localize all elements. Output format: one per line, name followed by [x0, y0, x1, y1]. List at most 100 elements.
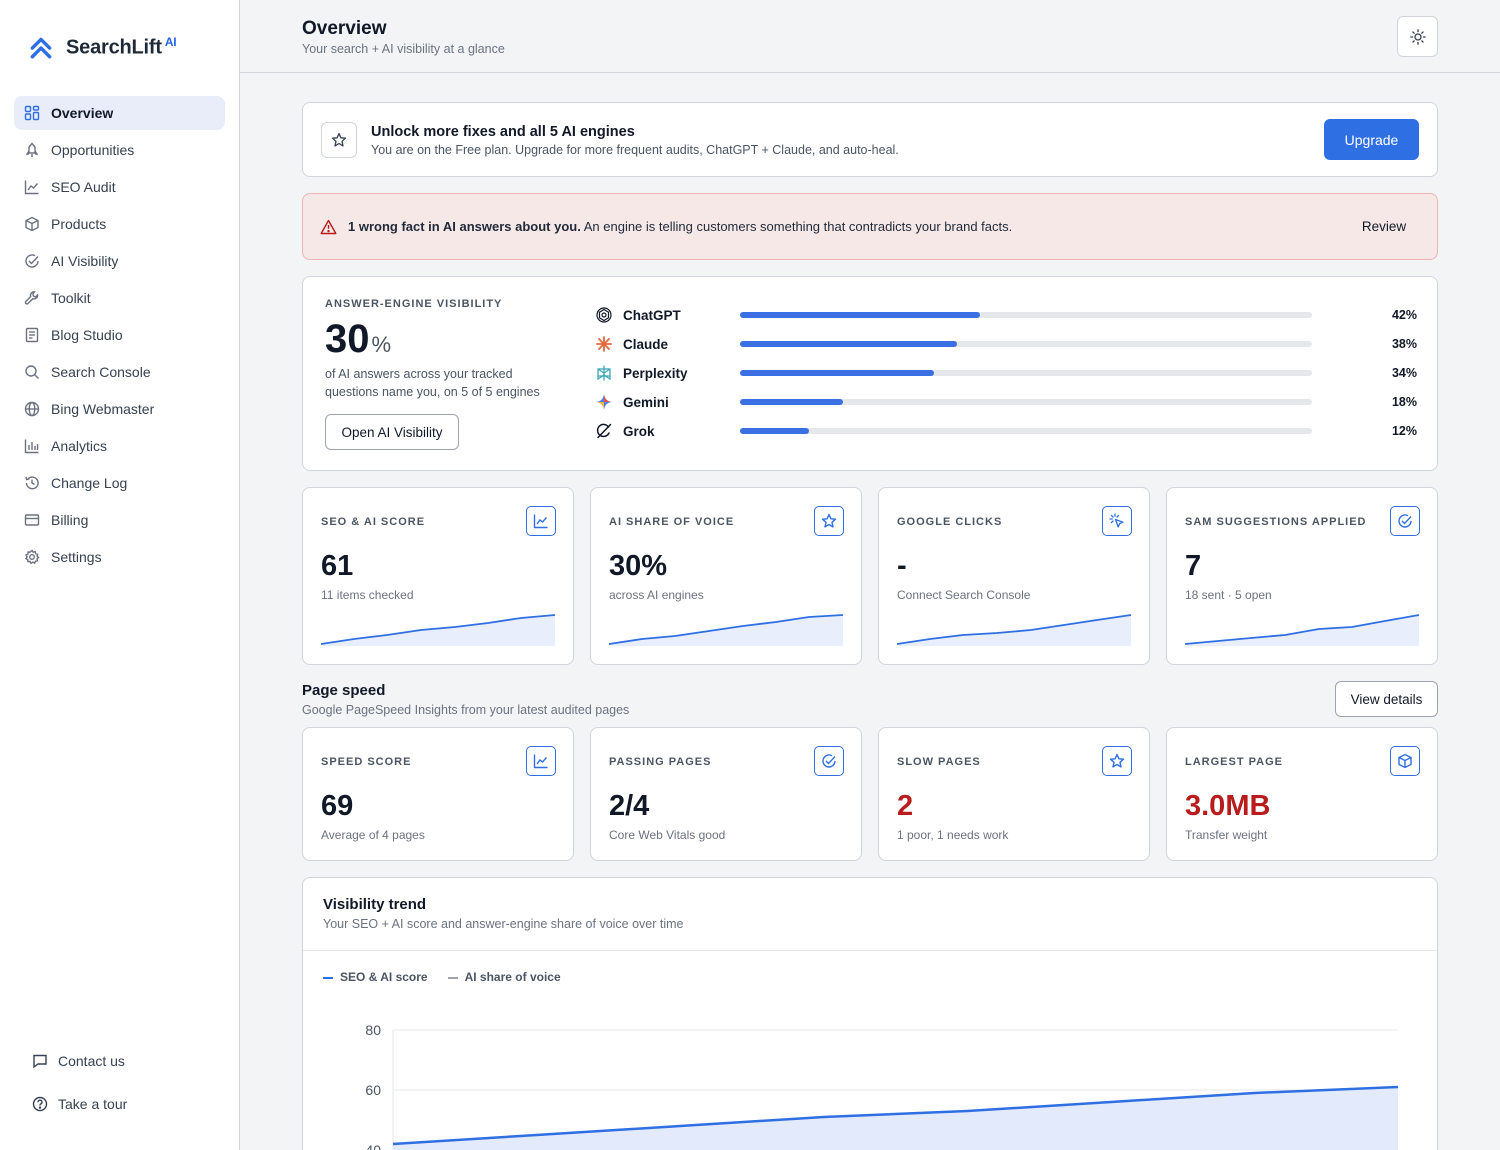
speed-subtitle: 1 poor, 1 needs work: [897, 828, 1009, 842]
speed-icon-button[interactable]: [814, 746, 844, 776]
review-button[interactable]: Review: [1343, 210, 1425, 242]
sidebar-item-change-log[interactable]: Change Log: [14, 466, 225, 500]
sidebar-item-label: Search Console: [51, 364, 151, 380]
sidebar-item-products[interactable]: Products: [14, 207, 225, 241]
bar-chart-icon: [24, 439, 39, 454]
visibility-description: of AI answers across your tracked questi…: [325, 367, 540, 399]
engine-bar-track: [740, 399, 1312, 405]
brand-name: SearchLift AI: [66, 34, 177, 59]
metric-icon-button[interactable]: [1102, 506, 1132, 536]
metric-card-sam-suggestions[interactable]: Sam Suggestions Applied 7 18 sent · 5 op…: [1166, 487, 1438, 665]
metric-card-ai-share-of-voice[interactable]: AI Share of Voice 30% across AI engines: [590, 487, 862, 665]
logo-chevrons-icon: [30, 37, 52, 59]
metric-sparkline: [897, 614, 1131, 646]
sidebar-item-billing[interactable]: Billing: [14, 503, 225, 537]
metric-icon-button[interactable]: [814, 506, 844, 536]
visibility-trend-card: Visibility trend Your SEO + AI score and…: [302, 877, 1438, 1150]
engine-name: Grok: [623, 423, 655, 439]
sidebar-item-opportunities[interactable]: Opportunities: [14, 133, 225, 167]
theme-toggle-button[interactable]: [1397, 16, 1438, 57]
speed-card-speed-score[interactable]: Speed Score 69 Average of 4 pages: [302, 727, 574, 861]
page-title: Overview: [302, 18, 387, 39]
metric-subtitle: 18 sent · 5 open: [1185, 588, 1272, 602]
take-a-tour-link[interactable]: Take a tour: [32, 1096, 222, 1112]
metric-icon-button[interactable]: [1390, 506, 1420, 536]
contact-us-link[interactable]: Contact us: [32, 1053, 222, 1069]
sidebar-item-seo-audit[interactable]: SEO Audit: [14, 170, 225, 204]
engine-name: Perplexity: [623, 365, 688, 381]
chart-icon: [533, 514, 548, 529]
sidebar-item-label: SEO Audit: [51, 179, 116, 195]
history-icon: [25, 476, 39, 490]
legend-item-seo-ai-score[interactable]: SEO & AI score: [323, 970, 428, 984]
rocket-icon: [25, 142, 39, 157]
page-speed-subtitle: Google PageSpeed Insights from your late…: [302, 703, 630, 717]
upgrade-subtitle: You are on the Free plan. Upgrade for mo…: [371, 143, 899, 157]
speed-card-largest-page[interactable]: Largest Page 3.0MB Transfer weight: [1166, 727, 1438, 861]
engine-bar-fill: [740, 399, 843, 405]
brand-logo[interactable]: SearchLift AI: [28, 34, 177, 60]
engine-name: ChatGPT: [623, 307, 681, 323]
divider: [303, 950, 1437, 951]
metric-card-seo-ai-score[interactable]: SEO & AI Score 61 11 items checked: [302, 487, 574, 665]
y-tick-label: 80: [365, 1022, 381, 1038]
series-area-seo-ai-score: [393, 1087, 1398, 1150]
metric-icon-button[interactable]: [526, 506, 556, 536]
speed-value: 3.0MB: [1185, 790, 1271, 822]
engine-row-perplexity: Perplexity 34%: [595, 363, 1417, 383]
sidebar-item-ai-visibility[interactable]: AI Visibility: [14, 244, 225, 278]
engine-bar-fill: [740, 428, 809, 434]
sidebar-item-label: Billing: [51, 512, 89, 528]
sidebar-item-analytics[interactable]: Analytics: [14, 429, 225, 463]
sidebar-item-label: AI Visibility: [51, 253, 119, 269]
engine-row-gemini: Gemini 18%: [595, 392, 1417, 412]
engine-value: 18%: [1391, 395, 1417, 409]
sidebar-item-label: Analytics: [51, 438, 108, 454]
line-chart-icon: [24, 180, 39, 195]
y-tick-label: 60: [365, 1082, 381, 1098]
sidebar-item-search-console[interactable]: Search Console: [14, 355, 225, 389]
upgrade-title: Unlock more fixes and all 5 AI engines: [371, 124, 635, 140]
series-line-seo-ai-score[interactable]: [392, 1085, 1399, 1146]
engine-bar-track: [740, 428, 1312, 434]
engine-value: 34%: [1391, 366, 1417, 380]
visibility-eyebrow: Answer-engine visibility: [325, 298, 503, 310]
sidebar-item-toolkit[interactable]: Toolkit: [14, 281, 225, 315]
gemini-icon: [596, 394, 612, 410]
sidebar-item-overview[interactable]: Overview: [14, 96, 225, 130]
engine-bar-fill: [740, 341, 958, 347]
speed-icon-button[interactable]: [1102, 746, 1132, 776]
metric-card-google-clicks[interactable]: Google Clicks - Connect Search Console: [878, 487, 1150, 665]
sidebar-item-blog-studio[interactable]: Blog Studio: [14, 318, 225, 352]
speed-value: 2/4: [609, 790, 650, 822]
legend-label: AI share of voice: [464, 970, 561, 984]
engine-value: 38%: [1391, 337, 1417, 351]
page-header: Overview Your search + AI visibility at …: [240, 0, 1500, 73]
view-details-button[interactable]: View details: [1335, 681, 1438, 717]
metric-sparkline: [1185, 614, 1419, 646]
sidebar-item-label: Products: [51, 216, 107, 232]
engine-bar-fill: [740, 312, 981, 318]
warning-triangle-icon: [320, 219, 337, 235]
metric-value: 7: [1185, 550, 1202, 582]
sidebar-item-settings[interactable]: Settings: [14, 540, 225, 574]
open-ai-visibility-button[interactable]: Open AI Visibility: [325, 414, 459, 450]
speed-icon-button[interactable]: [1390, 746, 1420, 776]
sidebar-item-label: Opportunities: [51, 142, 135, 158]
metric-value: 61: [321, 550, 354, 582]
engine-bar-track: [740, 312, 1312, 318]
upgrade-button[interactable]: Upgrade: [1324, 119, 1419, 160]
sidebar-item-bing-webmaster[interactable]: Bing Webmaster: [14, 392, 225, 426]
speed-icon-button[interactable]: [526, 746, 556, 776]
engine-bar-track: [740, 370, 1312, 376]
speed-subtitle: Transfer weight: [1185, 828, 1268, 842]
cursor-click-icon: [1109, 513, 1124, 528]
box-icon: [25, 216, 39, 232]
legend-item-ai-share-of-voice[interactable]: AI share of voice: [447, 970, 561, 984]
sidebar-nav: Overview Opportunities SEO Audit Product…: [14, 96, 225, 577]
answer-engine-visibility-card: Answer-engine visibility 30% of AI answe…: [302, 276, 1438, 471]
engine-row-chatgpt: ChatGPT 42%: [595, 305, 1417, 325]
